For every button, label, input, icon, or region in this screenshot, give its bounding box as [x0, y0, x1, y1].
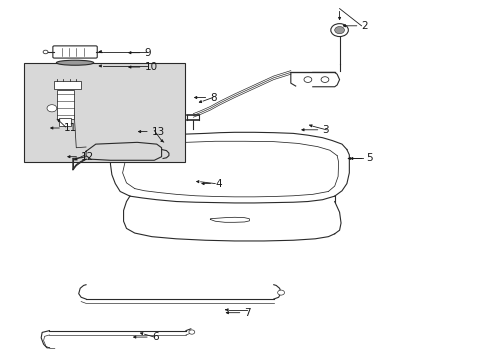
Text: 5: 5 [366, 153, 372, 163]
Bar [57, 90, 74, 119]
Circle shape [188, 330, 194, 334]
Text: 3: 3 [322, 125, 328, 135]
Ellipse shape [56, 60, 94, 65]
Circle shape [43, 50, 48, 54]
Circle shape [277, 290, 284, 295]
Circle shape [321, 77, 328, 82]
Text: 9: 9 [144, 48, 151, 58]
Circle shape [334, 27, 344, 34]
FancyBboxPatch shape [24, 63, 184, 162]
Circle shape [47, 105, 57, 112]
Text: 13: 13 [152, 127, 165, 136]
Bar [59, 118, 71, 126]
Text: 4: 4 [215, 179, 222, 189]
Circle shape [304, 77, 311, 82]
Text: 12: 12 [81, 152, 94, 162]
Text: 8: 8 [210, 93, 217, 103]
Text: 7: 7 [244, 308, 251, 318]
Text: 11: 11 [64, 123, 77, 133]
Text: 10: 10 [144, 62, 157, 72]
Bar [54, 81, 81, 89]
Circle shape [330, 24, 347, 37]
Text: 2: 2 [361, 21, 367, 31]
Text: 6: 6 [152, 332, 158, 342]
FancyBboxPatch shape [53, 46, 97, 58]
